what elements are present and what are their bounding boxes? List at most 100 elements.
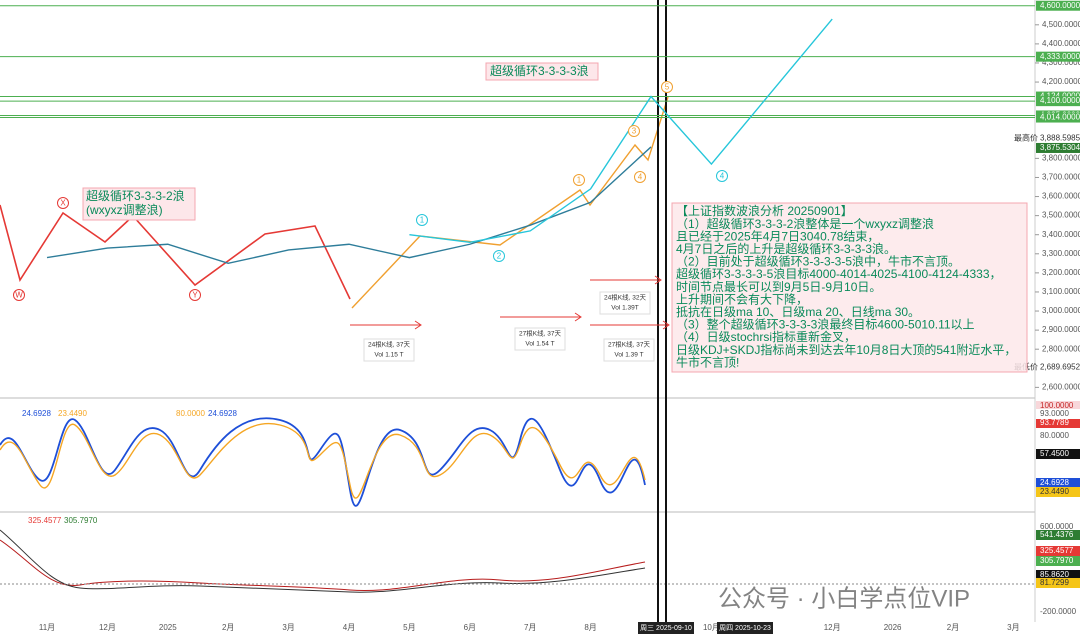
indicator-legend: 24.6928 — [22, 409, 51, 418]
x-tick-label: 4月 — [343, 623, 355, 632]
y-tick-label: 3,500.0000 — [1042, 211, 1080, 220]
x-tick-label: 10月 — [703, 623, 720, 632]
analysis-box — [671, 202, 1028, 373]
price-tag-label: 3,888.5985 — [1040, 134, 1080, 143]
wave-label: 2 — [497, 252, 502, 261]
indicator-tag-label: 325.4577 — [1040, 546, 1074, 555]
analysis-line: 4月7日之后的上升是超级循环3-3-3-3浪。 — [676, 241, 896, 256]
price-line — [409, 18, 833, 244]
indicator-tag — [1036, 546, 1080, 556]
level-tag-label: 4,014.0000 — [1040, 113, 1080, 122]
y-tick-label: 3,400.0000 — [1042, 230, 1080, 239]
level-tag — [1036, 51, 1080, 62]
y-tick-label: 3,100.0000 — [1042, 287, 1080, 296]
indicator-tag-label: -200.0000 — [1040, 607, 1077, 616]
wave-marker — [493, 250, 505, 262]
watermark: 公众号 · 小白学点位VIP — [718, 585, 970, 612]
time-tag — [638, 622, 694, 634]
x-tick-label: 3月 — [1007, 623, 1019, 632]
indicator-legend: 305.7970 — [64, 516, 98, 525]
indicator-tag — [1036, 418, 1080, 428]
indicator-tag-label: 24.6928 — [1040, 478, 1069, 487]
chart-title: 超级循环3-3-3-3浪 — [490, 63, 589, 78]
wave-label: Y — [192, 291, 198, 300]
wave-marker — [661, 81, 673, 93]
macd-line — [0, 529, 646, 593]
x-tick-label: 8月 — [584, 623, 596, 632]
span-label: 24根K线, 37天 — [368, 340, 410, 349]
wave-label: 4 — [638, 173, 643, 182]
x-tick-label: 7月 — [524, 623, 536, 632]
level-tag-label: 4,333.0000 — [1040, 52, 1080, 61]
y-tick-label: 2,600.0000 — [1042, 382, 1080, 391]
analysis-line: 上升期间不会有大下降， — [676, 292, 808, 306]
wave-marker — [57, 197, 69, 209]
x-tick-label: 2025 — [159, 623, 177, 632]
level-tag — [1036, 96, 1080, 107]
span-label: Vol 1.39T — [611, 305, 638, 312]
x-tick-label: 6月 — [464, 623, 476, 632]
indicator-tag — [1036, 478, 1080, 488]
time-tag-label: 周三 2025-09-10 — [640, 624, 692, 632]
y-tick-label: 3,200.0000 — [1042, 268, 1080, 277]
time-tag-label: 周四 2025-10-23 — [719, 624, 771, 632]
span-box — [514, 327, 566, 351]
wave-marker — [716, 170, 728, 182]
analysis-line: （3）整个超级循环3-3-3-3浪最终目标4600-5010.11以上 — [676, 317, 975, 332]
indicator-legend: 23.4490 — [58, 409, 87, 418]
indicator-tag — [1036, 570, 1080, 580]
span-label: 27根K线, 37天 — [519, 329, 561, 338]
indicator-tag-label: 80.0000 — [1040, 431, 1069, 440]
indicator-tag — [1036, 607, 1080, 617]
indicator-tag-label: 23.4490 — [1040, 487, 1069, 496]
analysis-line: 超级循环3-3-3-3-5浪目标4000-4014-4025-4100-4124… — [676, 266, 1002, 281]
y-tick-label: 4,500.0000 — [1042, 20, 1080, 29]
wave-marker — [416, 214, 428, 226]
wave-marker — [573, 174, 585, 186]
span-label: Vol 1.39 T — [614, 352, 643, 359]
stoch-line — [0, 422, 646, 499]
x-tick-label: 2026 — [884, 623, 902, 632]
title-box — [485, 62, 599, 81]
wave-label: 1 — [420, 216, 425, 225]
indicator-tag-label: 57.4500 — [1040, 449, 1069, 458]
indicator-tag-label: 541.4376 — [1040, 530, 1074, 539]
analysis-line: （2）目前处于超级循环3-3-3-3-5浪中，牛市不言顶。 — [676, 254, 960, 269]
indicator-tag — [1036, 530, 1080, 540]
indicator-tag — [1036, 522, 1080, 532]
x-tick-label: 5月 — [403, 623, 415, 632]
span-box — [599, 291, 651, 315]
wave-marker — [634, 171, 646, 183]
span-label: Vol 1.15 T — [374, 352, 403, 359]
price-tag-label: 2,689.6952 — [1040, 362, 1080, 371]
macd-line — [0, 539, 646, 592]
wave-label: W — [15, 291, 23, 300]
indicator-tag-label: 93.0000 — [1040, 409, 1069, 418]
analysis-line: （1）超级循环3-3-3-2浪整体是一个wxyxz调整浪 — [676, 216, 934, 231]
annotation: 超级循环3-3-3-2浪(wxyxz调整浪) — [86, 188, 185, 217]
y-tick-label: 4,300.0000 — [1042, 58, 1080, 67]
x-tick-label: 2月 — [222, 623, 234, 632]
y-tick-label: 4,400.0000 — [1042, 39, 1080, 48]
span-box — [603, 338, 655, 362]
indicator-legend: 80.0000 — [176, 409, 205, 418]
wave-label: 4 — [720, 172, 725, 181]
level-tag-label: 4,100.0000 — [1040, 96, 1080, 105]
y-tick-label: 2,800.0000 — [1042, 344, 1080, 353]
y-tick-label: 2,900.0000 — [1042, 325, 1080, 334]
x-tick-label: 2月 — [947, 623, 959, 632]
wave-label: 5 — [665, 83, 670, 92]
indicator-tag — [1036, 409, 1080, 419]
indicator-tag — [1036, 401, 1080, 411]
analysis-line: 日级KDJ+SKDJ指标尚未到达去年10月8日大顶的541附近水平， — [676, 342, 1016, 357]
y-tick-label: 3,300.0000 — [1042, 249, 1080, 258]
analysis-line: 时间节点最长可以到9月5日-9月10日。 — [676, 280, 881, 294]
wave-label: 1 — [577, 176, 582, 185]
level-tag-label: 4,600.0000 — [1040, 1, 1080, 10]
time-tag — [717, 622, 773, 634]
indicator-tag — [1036, 487, 1080, 497]
wave-marker — [13, 289, 25, 301]
indicator-legend: 24.6928 — [208, 409, 237, 418]
indicator-tag — [1036, 556, 1080, 566]
